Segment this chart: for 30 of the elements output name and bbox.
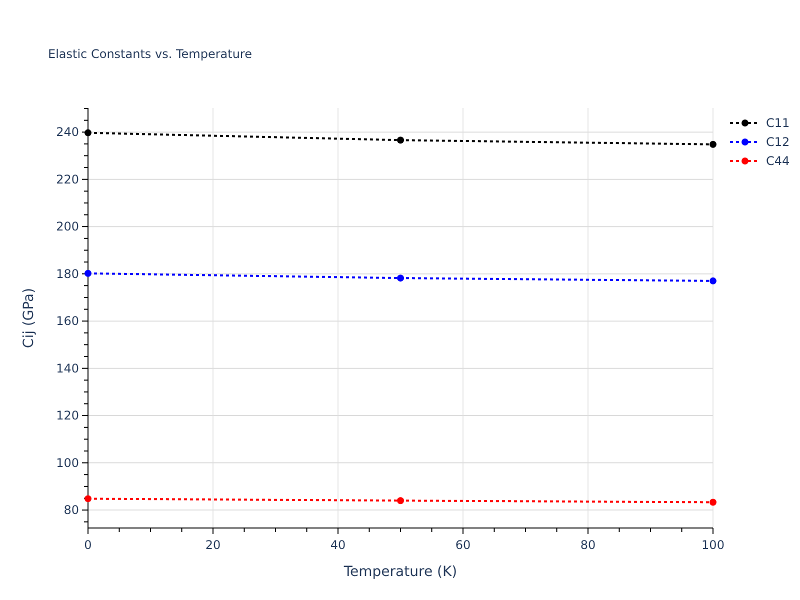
point — [84, 129, 92, 136]
legend-label: C44 — [766, 154, 790, 168]
x-tick-label: 100 — [702, 538, 724, 552]
legend-label: C12 — [766, 135, 790, 149]
y-tick-label: 180 — [56, 266, 79, 281]
y-tick-label: 220 — [56, 172, 79, 186]
y-tick-label: 80 — [64, 503, 79, 518]
point — [397, 274, 404, 282]
point — [710, 277, 716, 284]
y-axis-title: Cij (GPa) — [21, 288, 37, 348]
y-tick-label: 120 — [56, 408, 79, 423]
y-tick-label: 140 — [56, 361, 79, 376]
y-tick-label: 160 — [56, 314, 79, 328]
point — [710, 140, 716, 148]
x-axis-title: Temperature (K) — [342, 564, 458, 580]
x-tick-label: 80 — [580, 538, 596, 552]
point — [84, 495, 92, 502]
x-tick-label: 20 — [205, 538, 221, 552]
x-tick-label: 0 — [84, 538, 92, 552]
y-tick-label: 100 — [56, 456, 79, 470]
point — [710, 498, 716, 506]
point — [397, 497, 404, 504]
y-tick-label: 200 — [56, 220, 79, 234]
y-tick-label: 240 — [56, 125, 79, 140]
point — [397, 136, 404, 144]
x-tick-label: 60 — [455, 538, 471, 552]
point — [84, 270, 92, 277]
x-tick-label: 40 — [330, 538, 346, 552]
legend-label: C11 — [766, 116, 790, 130]
chart-title: Elastic Constants vs. Temperature — [48, 47, 252, 61]
